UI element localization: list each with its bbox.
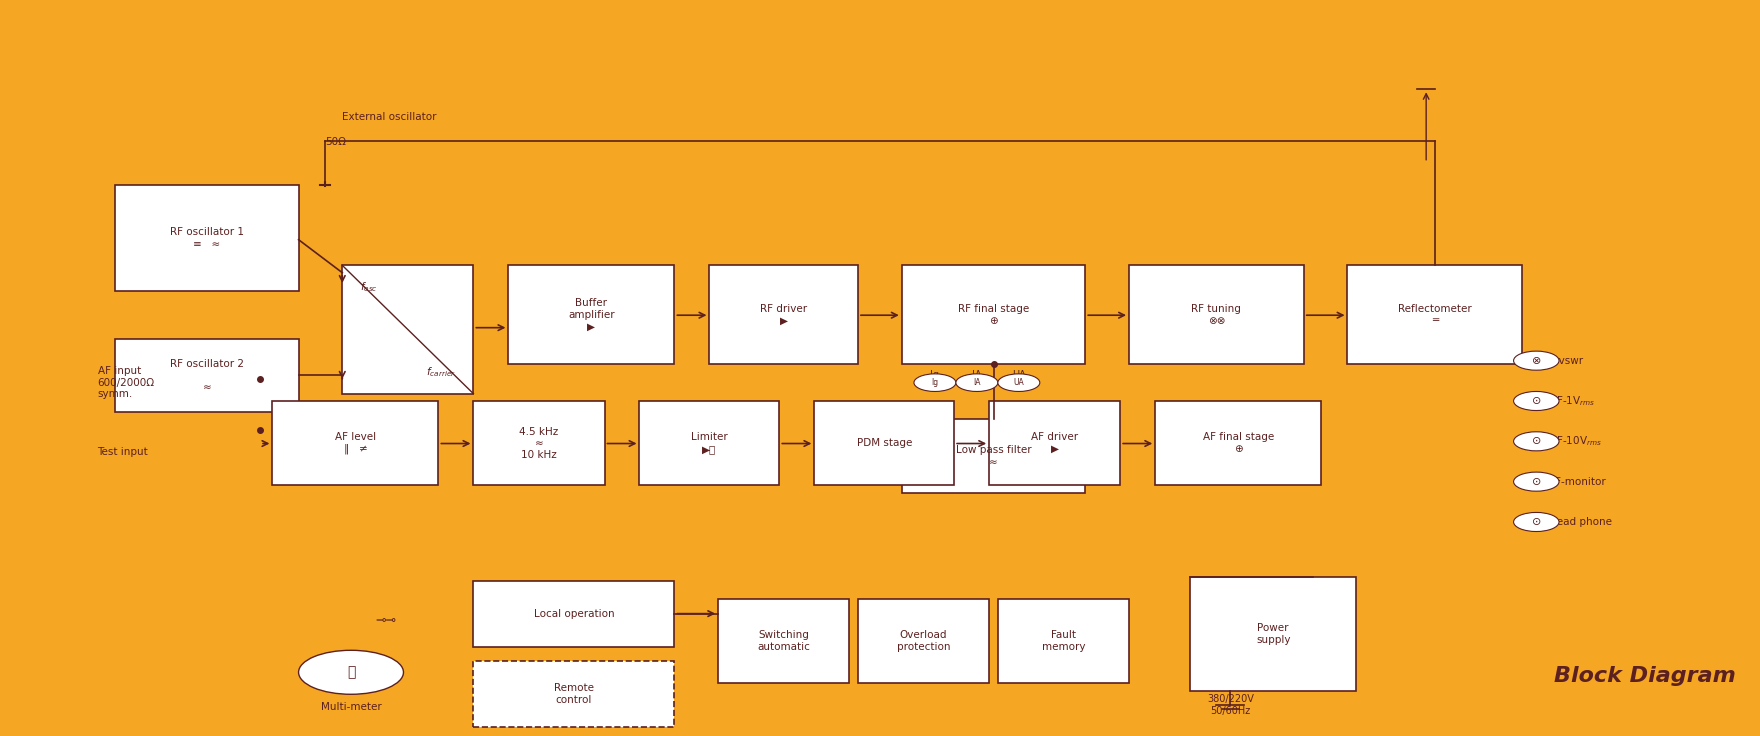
Circle shape [998,374,1040,392]
Text: RF oscillator 2

≈: RF oscillator 2 ≈ [169,358,245,392]
Text: Power
supply: Power supply [1257,623,1290,645]
Text: UA: UA [1014,378,1024,387]
Text: RF tuning
⊗⊗: RF tuning ⊗⊗ [1192,304,1241,325]
FancyBboxPatch shape [509,266,674,364]
Text: AF driver
▶: AF driver ▶ [1031,432,1079,454]
FancyBboxPatch shape [273,401,438,485]
Text: 4.5 kHz
≈
10 kHz: 4.5 kHz ≈ 10 kHz [519,427,558,460]
Text: AF level
‖   ≠: AF level ‖ ≠ [334,432,377,454]
Text: 380/220V
50/60Hz: 380/220V 50/60Hz [1207,694,1253,716]
Text: AF-monitor: AF-monitor [1549,477,1607,486]
Text: Remote
control: Remote control [554,684,593,705]
FancyBboxPatch shape [1348,266,1522,364]
Text: ⊙: ⊙ [1531,396,1542,406]
Text: ⌚: ⌚ [347,665,356,679]
Text: AF final stage
⊕: AF final stage ⊕ [1202,432,1274,454]
Text: Reflectometer
═: Reflectometer ═ [1397,304,1471,325]
Text: Limiter
▶⎺: Limiter ▶⎺ [692,432,729,454]
Text: 50Ω: 50Ω [326,137,345,147]
Circle shape [913,374,956,392]
Text: Buffer
amplifier
▶: Buffer amplifier ▶ [568,298,614,331]
Text: P,vswr: P,vswr [1549,355,1582,366]
FancyBboxPatch shape [859,599,989,683]
Circle shape [1514,392,1559,411]
Text: f$_{osc}$: f$_{osc}$ [359,280,378,294]
Circle shape [1514,351,1559,370]
Text: RF-1V$_{rms}$: RF-1V$_{rms}$ [1549,394,1595,408]
Circle shape [1514,432,1559,451]
Circle shape [1514,512,1559,531]
FancyBboxPatch shape [473,401,604,485]
FancyBboxPatch shape [1128,266,1304,364]
FancyBboxPatch shape [998,599,1128,683]
Circle shape [956,374,998,392]
FancyBboxPatch shape [901,266,1086,364]
Text: ⊙: ⊙ [1531,436,1542,446]
Text: RF driver
▶: RF driver ▶ [760,304,808,325]
Text: Test input: Test input [97,447,148,457]
FancyBboxPatch shape [709,266,859,364]
Text: RF final stage
⊕: RF final stage ⊕ [957,304,1030,325]
FancyBboxPatch shape [718,599,850,683]
FancyBboxPatch shape [1190,577,1357,690]
Text: ⊙: ⊙ [1531,477,1542,486]
Circle shape [1514,472,1559,491]
Text: Ig: Ig [931,378,938,387]
FancyBboxPatch shape [114,185,299,291]
FancyBboxPatch shape [1155,401,1322,485]
FancyBboxPatch shape [341,266,473,394]
Text: RF-10V$_{rms}$: RF-10V$_{rms}$ [1549,434,1602,448]
Text: RF oscillator 1
≡   ≈: RF oscillator 1 ≡ ≈ [169,227,245,249]
Text: f$_{carrier}$: f$_{carrier}$ [426,365,456,379]
Text: ⊗: ⊗ [1531,355,1542,366]
Circle shape [299,651,403,694]
Text: IA: IA [973,378,980,387]
Text: PDM stage: PDM stage [857,438,912,448]
Text: ⊸⊸: ⊸⊸ [375,615,396,628]
Text: Low pass filter
≈: Low pass filter ≈ [956,445,1031,467]
FancyBboxPatch shape [901,420,1086,492]
Text: Block Diagram: Block Diagram [1554,666,1735,686]
FancyBboxPatch shape [473,581,674,647]
Text: Fault
memory: Fault memory [1042,630,1086,652]
Text: IA: IA [972,370,982,381]
FancyBboxPatch shape [473,661,674,727]
Text: Switching
automatic: Switching automatic [757,630,810,652]
Text: ⊙: ⊙ [1531,517,1542,527]
Text: External oscillator: External oscillator [341,113,436,122]
Text: Ig: Ig [931,370,940,381]
Text: AF input
600/2000Ω
symm.: AF input 600/2000Ω symm. [97,366,155,399]
FancyBboxPatch shape [114,339,299,412]
FancyBboxPatch shape [989,401,1119,485]
Text: Overload
protection: Overload protection [898,630,950,652]
Text: Local operation: Local operation [533,609,614,619]
FancyBboxPatch shape [815,401,954,485]
Text: Multi-meter: Multi-meter [320,701,382,712]
Text: Head phone: Head phone [1549,517,1612,527]
Text: UA: UA [1012,370,1026,381]
FancyBboxPatch shape [639,401,780,485]
